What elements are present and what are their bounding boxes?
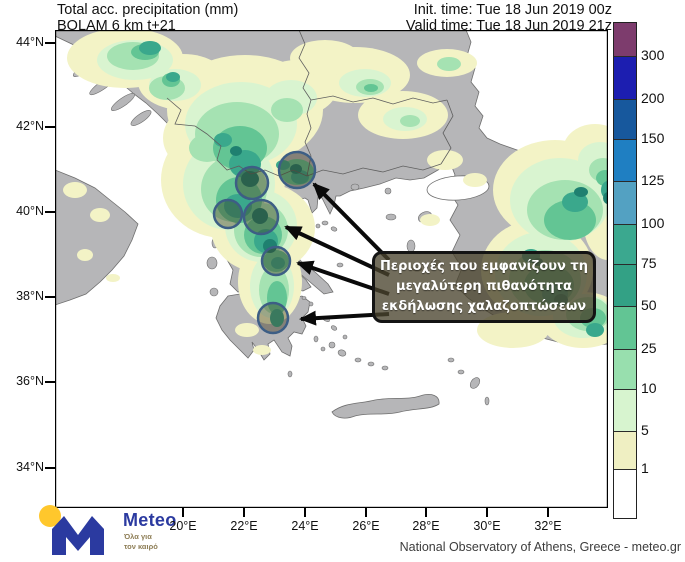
lat-tickmark: [45, 211, 55, 213]
colorbar-segment: [614, 23, 636, 56]
lat-tick-label: 36°N: [16, 374, 44, 388]
colorbar-tick-label: 5: [641, 422, 649, 438]
logo-tagline-line-1: Όλα για: [124, 532, 152, 541]
colorbar-segment: [614, 139, 636, 181]
hail-circle-macedonia: [277, 150, 317, 190]
sun-icon: [39, 505, 61, 527]
lat-tickmark: [45, 467, 55, 469]
lat-tickmark: [45, 42, 55, 44]
lat-tick-label: 40°N: [16, 204, 44, 218]
colorbar-segment: [614, 469, 636, 518]
credit-text: National Observatory of Athens, Greece -…: [399, 540, 681, 554]
init-time-label: Init. time: Tue 18 Jun 2019 00z: [413, 2, 612, 18]
lon-tick-label: 24°E: [291, 519, 319, 533]
country-borders: [166, 30, 454, 177]
meteo-logo-mark: [39, 505, 104, 555]
annotation-line-2: μεγαλύτερη πιθανότητα: [396, 279, 572, 295]
hail-highlight-circles: [212, 150, 317, 335]
hail-circle-west-macedonia: [234, 165, 270, 201]
land-italy: [55, 169, 139, 306]
colorbar-segment: [614, 349, 636, 389]
lon-tick-label: 28°E: [412, 519, 440, 533]
hail-annotation-box: Περιοχές που εμφανίζουν τη μεγαλύτερη πι…: [372, 251, 596, 324]
lat-tick-label: 34°N: [16, 460, 44, 474]
colorbar-segment: [614, 389, 636, 431]
colorbar-segment: [614, 99, 636, 139]
hail-circle-thessaly: [242, 198, 280, 236]
colorbar-tick-label: 125: [641, 172, 665, 188]
lat-tick-label: 42°N: [16, 119, 44, 133]
colorbar-tick-label: 150: [641, 130, 665, 146]
hail-circle-peloponnese: [256, 301, 290, 335]
colorbar-segment: [614, 56, 636, 99]
meteo-logo: Meteo Όλα για τον καιρό: [28, 503, 258, 561]
hail-circle-evia: [260, 245, 292, 277]
colorbar-tick-label: 25: [641, 340, 657, 356]
lat-tickmark: [45, 381, 55, 383]
lon-tick-label: 30°E: [473, 519, 501, 533]
lon-tickmark: [304, 508, 306, 517]
annotation-line-3: εκδήλωσης χαλαζοπτώσεων: [381, 299, 587, 315]
colorbar-tick-label: 200: [641, 90, 665, 106]
land-crete: [331, 394, 440, 419]
hail-circle-epirus: [212, 198, 244, 230]
lon-tickmark: [365, 508, 367, 517]
lat-tickmark: [45, 126, 55, 128]
arrow-to-macedonia: [312, 182, 391, 262]
colorbar-tick-label: 100: [641, 215, 665, 231]
lat-tick-label: 44°N: [16, 35, 44, 49]
logo-tagline-line-2: τον καιρό: [124, 541, 158, 551]
map-title: Total acc. precipitation (mm): [57, 2, 239, 18]
arrow-to-thessaly: [284, 225, 390, 277]
colorbar-tick-label: 75: [641, 255, 657, 271]
lon-tickmark: [486, 508, 488, 517]
colorbar-segment: [614, 306, 636, 349]
colorbar-segment: [614, 431, 636, 469]
lon-tickmark: [425, 508, 427, 517]
logo-brand-text: Meteo: [123, 510, 177, 530]
lon-tick-label: 26°E: [352, 519, 380, 533]
colorbar-tick-label: 50: [641, 297, 657, 313]
colorbar-segment: [614, 181, 636, 224]
annotation-line-1: Περιοχές που εμφανίζουν τη: [380, 259, 588, 274]
logo-tagline: Όλα για τον καιρό: [124, 532, 158, 552]
colorbar-segment: [614, 224, 636, 264]
map-border: [55, 30, 608, 508]
precipitation-colorbar: [613, 22, 637, 519]
lon-tick-label: 32°E: [534, 519, 562, 533]
colorbar-segment: [614, 264, 636, 306]
colorbar-tick-label: 300: [641, 47, 665, 63]
lat-tick-label: 38°N: [16, 289, 44, 303]
lat-tickmark: [45, 296, 55, 298]
colorbar-tick-label: 1: [641, 460, 649, 476]
m-letter-icon: [52, 516, 104, 555]
lon-tickmark: [547, 508, 549, 517]
colorbar-tick-label: 10: [641, 380, 657, 396]
